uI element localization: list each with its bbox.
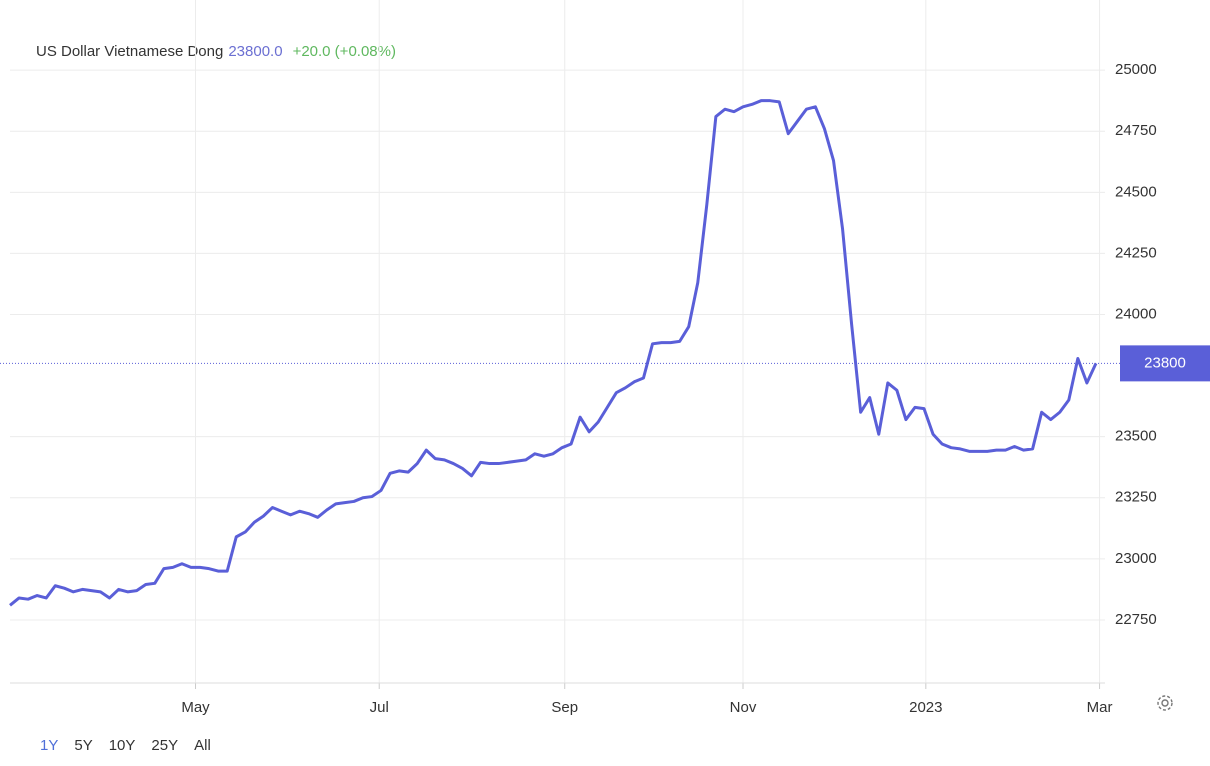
settings-icon-ring bbox=[1157, 695, 1173, 711]
x-tick-label: 2023 bbox=[909, 699, 942, 716]
y-tick-label: 23500 bbox=[1115, 428, 1157, 445]
y-tick-label: 24000 bbox=[1115, 305, 1157, 322]
price-line bbox=[9, 99, 1098, 607]
x-tick-label: Jul bbox=[370, 699, 389, 716]
price: 23800.0 bbox=[228, 43, 282, 60]
y-tick-label: 23000 bbox=[1115, 550, 1157, 567]
range-button[interactable]: 1Y bbox=[40, 737, 58, 754]
last-price-box bbox=[1120, 345, 1210, 382]
range-button[interactable]: 5Y bbox=[74, 737, 92, 754]
chart-title: US Dollar Vietnamese Dong bbox=[36, 43, 223, 60]
last-price-label: 23800 bbox=[1144, 354, 1186, 371]
range-button[interactable]: 10Y bbox=[109, 737, 136, 754]
x-tick-label: Sep bbox=[551, 699, 578, 716]
range-button[interactable]: 25Y bbox=[151, 737, 178, 754]
change: +20.0 (+0.08%) bbox=[293, 43, 396, 60]
range-button[interactable]: All bbox=[194, 737, 211, 754]
x-tick-label: Nov bbox=[730, 699, 757, 716]
y-tick-label: 24750 bbox=[1115, 122, 1157, 139]
chart-header: US Dollar Vietnamese Dong 23800.0 +20.0 (+… bbox=[36, 43, 396, 60]
x-tick-label: May bbox=[181, 699, 210, 716]
y-tick-label: 24250 bbox=[1115, 244, 1157, 261]
settings-icon[interactable] bbox=[1157, 695, 1173, 711]
x-tick-label: Mar bbox=[1087, 699, 1113, 716]
y-tick-label: 22750 bbox=[1115, 611, 1157, 628]
y-tick-label: 24500 bbox=[1115, 183, 1157, 200]
settings-icon-center bbox=[1161, 699, 1169, 707]
y-tick-label: 23250 bbox=[1115, 489, 1157, 506]
y-tick-label: 25000 bbox=[1115, 61, 1157, 78]
